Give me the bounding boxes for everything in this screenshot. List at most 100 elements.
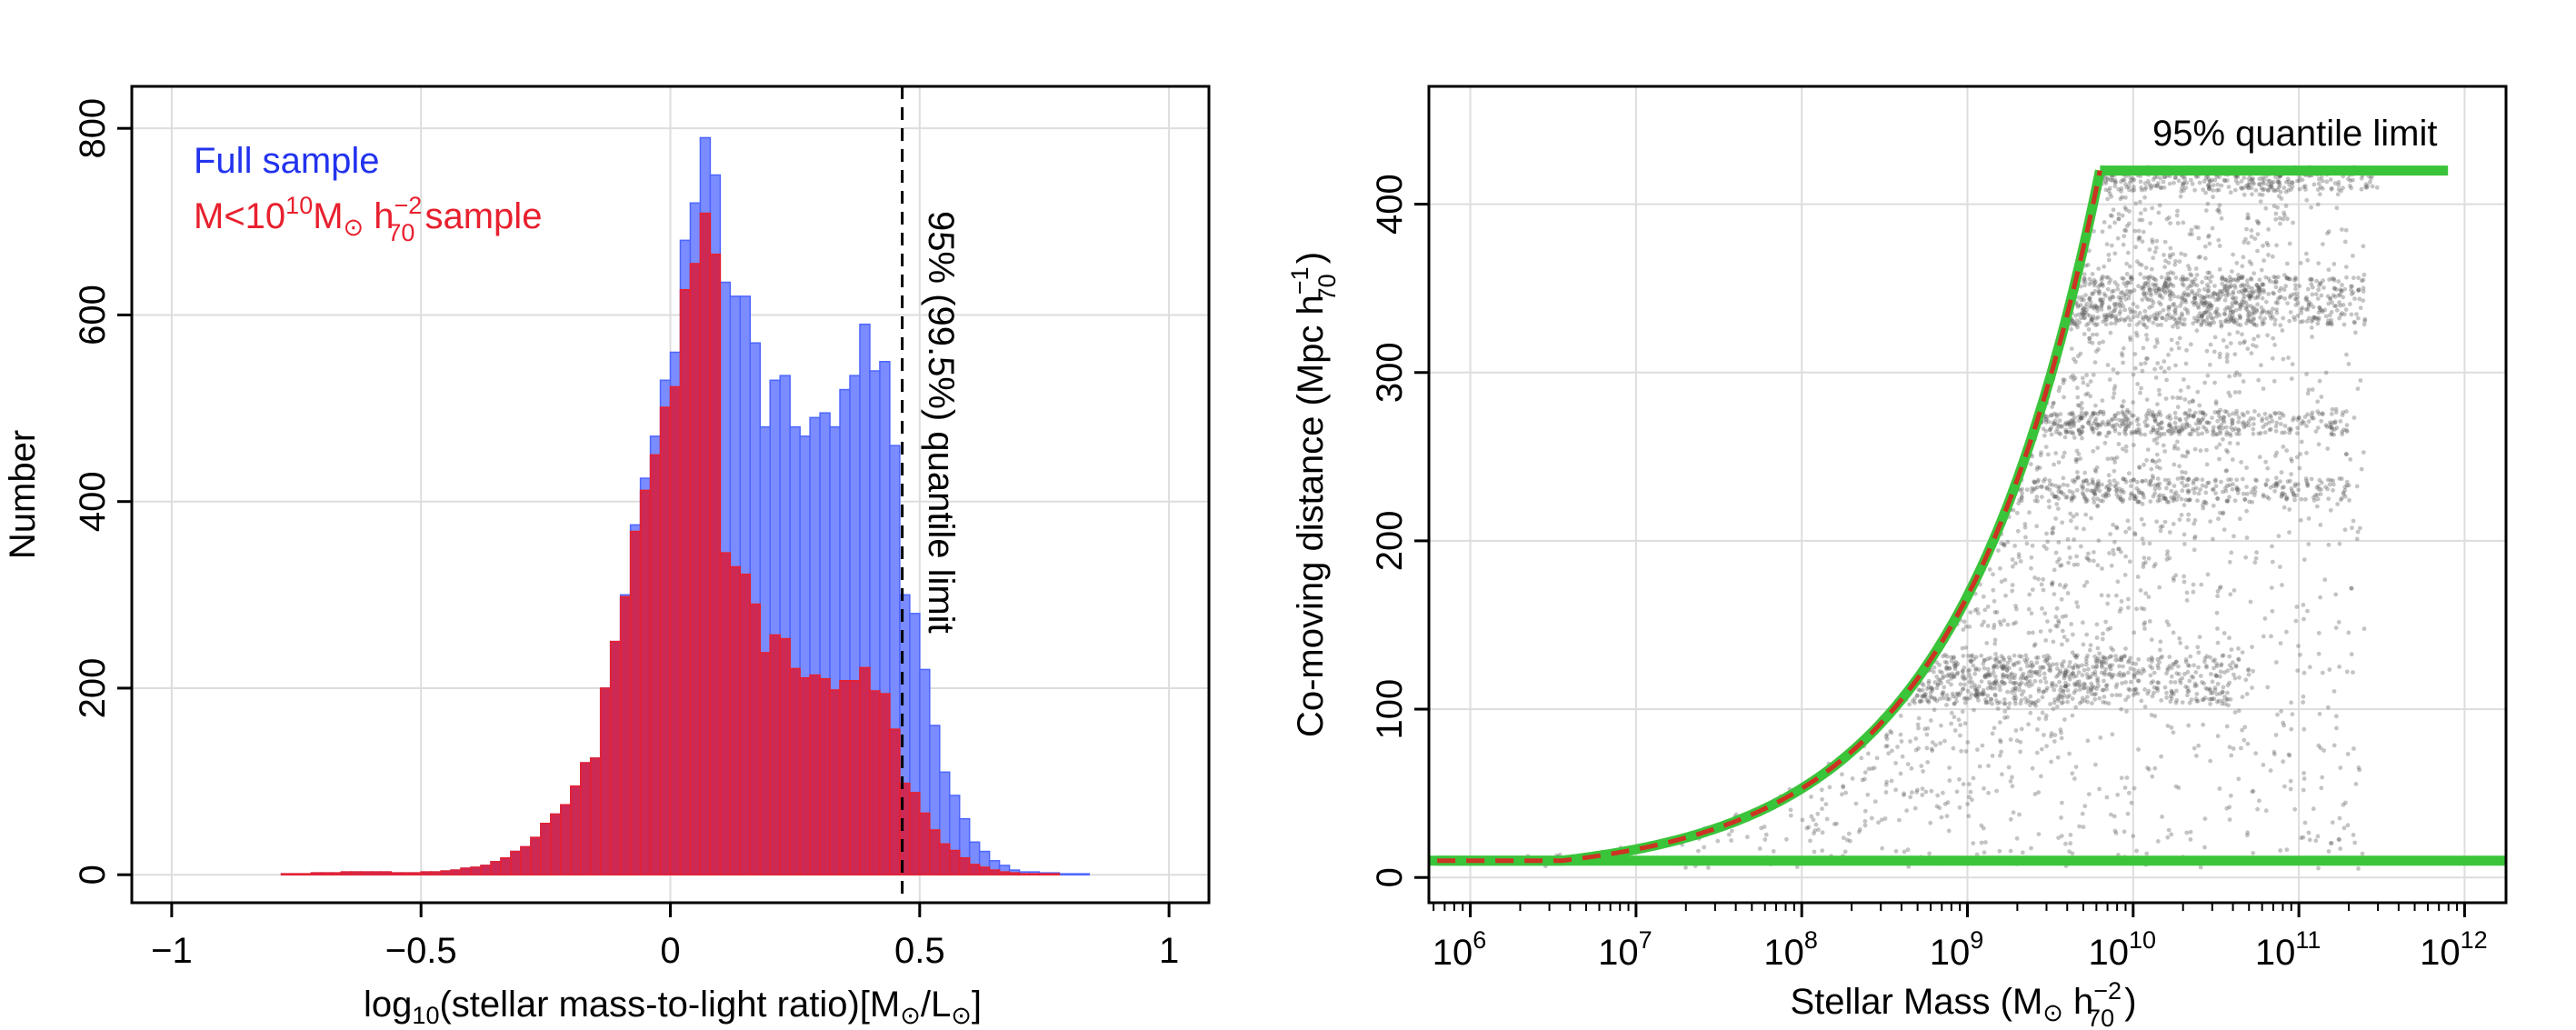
scatter-point <box>2273 482 2279 486</box>
scatter-point <box>2266 188 2271 193</box>
scatter-point <box>2020 486 2025 492</box>
scatter-point <box>2096 315 2101 320</box>
scatter-point <box>2250 645 2255 650</box>
scatter-point <box>2195 498 2200 504</box>
scatter-point <box>1729 838 1733 843</box>
scatter-point <box>2249 490 2254 495</box>
scatter-point <box>2192 547 2197 553</box>
scatter-point <box>2122 785 2128 790</box>
scatter-point <box>2243 236 2248 242</box>
scatter-point <box>1992 598 1997 604</box>
scatter-point <box>2192 517 2198 523</box>
scatter-point <box>2344 409 2349 414</box>
scatter-point <box>2082 413 2088 418</box>
scatter-point <box>2034 660 2040 665</box>
scatter-point <box>2056 424 2062 428</box>
scatter-point <box>2106 487 2112 493</box>
scatter-point <box>2362 318 2368 324</box>
scatter-point <box>2119 295 2124 300</box>
scatter-point <box>2089 692 2094 696</box>
scatter-point <box>2137 235 2142 240</box>
scatter-point <box>2141 345 2146 351</box>
scatter-point <box>2115 792 2121 797</box>
scatter-point <box>2101 655 2105 659</box>
scatter-point <box>2070 417 2075 423</box>
scatter-point <box>2091 410 2095 415</box>
scatter-point <box>2110 663 2115 668</box>
scatter-point <box>2146 297 2152 303</box>
scatter-point <box>2212 478 2218 484</box>
scatter-point <box>2224 345 2230 349</box>
scatter-point <box>2171 661 2176 666</box>
scatter-point <box>2241 420 2246 425</box>
scatter-point <box>2158 647 2162 653</box>
scatter-point <box>2113 831 2119 835</box>
scatter-point <box>2215 418 2221 424</box>
scatter-point <box>2285 216 2290 222</box>
scatter-point <box>2262 186 2267 192</box>
scatter-point <box>2127 525 2132 531</box>
scatter-point <box>1702 845 1707 850</box>
scatter-point <box>2142 361 2148 365</box>
scatter-point <box>2203 490 2209 495</box>
scatter-point <box>1981 661 1986 666</box>
scatter-point <box>2207 301 2212 306</box>
scatter-point <box>1983 840 1988 845</box>
scatter-point <box>2040 606 2044 611</box>
scatter-point <box>2106 257 2112 263</box>
scatter-point <box>2114 593 2119 598</box>
scatter-point <box>2256 413 2261 418</box>
scatter-point <box>2174 688 2179 694</box>
scatter-point <box>2132 288 2137 293</box>
low-mass-sample-bar <box>948 849 961 875</box>
scatter-point <box>2166 827 2172 833</box>
scatter-point <box>2132 531 2138 535</box>
scatter-point <box>2172 316 2177 322</box>
scatter-point <box>1965 740 1971 745</box>
scatter-point <box>2093 403 2098 408</box>
scatter-point <box>2100 282 2105 286</box>
scatter-point <box>1952 673 1957 678</box>
scatter-point <box>2316 442 2321 447</box>
scatter-point <box>1930 695 1934 700</box>
scatter-point <box>2345 752 2351 756</box>
scatter-point <box>2101 699 2106 705</box>
scatter-point <box>2272 343 2278 347</box>
scatter-point <box>2114 693 2120 697</box>
scatter-point <box>2256 285 2261 291</box>
scatter-point <box>2066 560 2072 565</box>
scatter-point <box>2284 448 2290 453</box>
scatter-point <box>2075 295 2081 300</box>
scatter-point <box>2289 458 2294 464</box>
scatter-point <box>1955 670 1961 675</box>
scatter-point <box>2263 483 2269 488</box>
scatter-point <box>2320 412 2325 417</box>
scatter-point <box>2261 289 2267 295</box>
scatter-point <box>1990 731 1995 736</box>
scatter-point <box>2030 765 2035 771</box>
scatter-point <box>2100 566 2104 571</box>
scatter-point <box>2069 346 2074 351</box>
scatter-point <box>2132 310 2138 315</box>
scatter-point <box>2282 213 2287 218</box>
scatter-point <box>2218 431 2223 436</box>
scatter-point <box>2229 425 2233 430</box>
scatter-point <box>1872 765 1877 771</box>
scatter-point <box>2125 695 2131 699</box>
low-mass-sample-bar <box>719 552 732 875</box>
scatter-point <box>2204 294 2210 299</box>
scatter-point <box>2154 519 2160 525</box>
scatter-point <box>2185 685 2191 690</box>
scatter-point <box>1921 769 1926 774</box>
scatter-point <box>2189 697 2194 702</box>
scatter-point <box>2075 665 2081 670</box>
scatter-point <box>1939 723 1943 728</box>
scatter-point <box>2209 672 2213 676</box>
scatter-point <box>2086 551 2091 556</box>
scatter-point <box>2085 689 2091 695</box>
scatter-point <box>2012 681 2017 686</box>
scatter-point <box>2184 598 2190 603</box>
scatter-point <box>2074 525 2079 531</box>
scatter-point <box>2106 672 2112 677</box>
scatter-point <box>1972 693 1978 698</box>
